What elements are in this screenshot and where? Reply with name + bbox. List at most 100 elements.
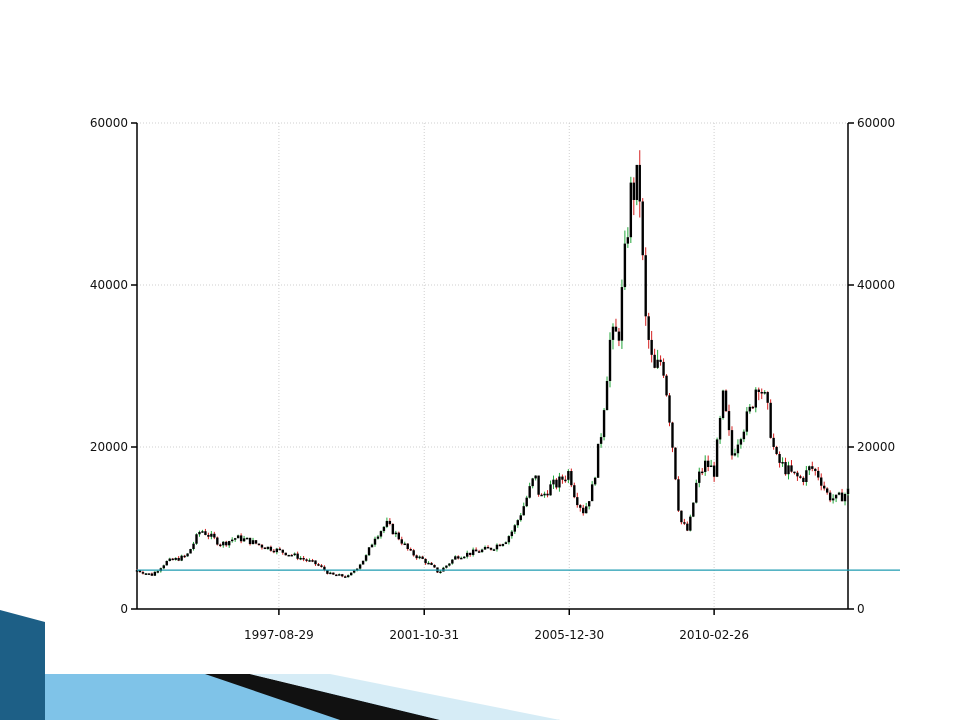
stock-price-chart: 0 20000 40000 60000 0 20000 40000 60000 1997-0… <box>90 116 900 642</box>
candle-body <box>239 535 243 542</box>
candle-body <box>421 556 424 559</box>
candle-body <box>671 422 674 448</box>
candle-body <box>219 544 222 547</box>
x-tick-label: 2010-02-26 <box>679 628 749 642</box>
candle-body <box>599 437 603 444</box>
candle-body <box>570 471 573 486</box>
candle-body <box>680 510 683 523</box>
candle-body <box>192 543 195 550</box>
candle-body <box>608 339 612 382</box>
left-y-tick-label: 0 <box>120 602 128 616</box>
candle-body <box>564 479 567 482</box>
candle-body <box>632 182 636 200</box>
candle-body <box>537 475 540 495</box>
candle-body <box>480 549 484 553</box>
candle-body <box>468 552 472 555</box>
candle-body <box>275 548 279 553</box>
candle-body <box>364 555 368 561</box>
candle-body <box>213 533 216 538</box>
candle-body <box>317 564 320 566</box>
candle-body <box>698 471 701 483</box>
candle-body <box>370 544 374 548</box>
candle-body <box>834 494 838 499</box>
candle-body <box>525 497 528 507</box>
candle-body <box>760 391 763 394</box>
candle-body <box>647 316 650 340</box>
candle-body <box>216 537 219 545</box>
candle-body <box>808 466 811 471</box>
candle-body <box>171 558 174 561</box>
candle-body <box>210 533 213 537</box>
candle-body <box>305 559 308 561</box>
candle-body <box>347 575 350 578</box>
candle-body <box>805 470 808 482</box>
candle-body <box>513 525 517 532</box>
candle-body <box>519 515 522 521</box>
candle-body <box>254 540 258 544</box>
candle-body <box>546 493 549 496</box>
right-y-tick-label: 60000 <box>857 116 895 130</box>
grid-lines <box>137 122 848 609</box>
candle-body <box>659 359 662 362</box>
candle-body <box>162 565 165 569</box>
candle-body <box>828 492 832 501</box>
candle-body <box>677 479 680 511</box>
candle-body <box>248 537 252 545</box>
right-y-tick-label: 0 <box>857 602 865 616</box>
candle-body <box>281 549 284 553</box>
candle-body <box>379 531 383 537</box>
candle-body <box>314 560 317 565</box>
candle-body <box>156 571 160 573</box>
candle-body <box>335 574 338 577</box>
candle-body <box>463 556 466 559</box>
candle-body <box>817 470 820 478</box>
candle-body <box>718 417 722 440</box>
candle-body <box>635 164 638 200</box>
candle-body <box>397 532 400 540</box>
candle-body <box>466 552 469 557</box>
candle-body <box>168 558 171 561</box>
candle-body <box>367 547 371 556</box>
candle-body <box>766 392 769 403</box>
candle-body <box>385 520 389 527</box>
candle-body <box>653 354 656 368</box>
candle-body <box>724 390 728 412</box>
candle-body <box>266 546 270 549</box>
candle-body <box>602 410 606 438</box>
candle-body <box>796 472 799 477</box>
candle-body <box>715 439 719 477</box>
candle-body <box>590 484 594 502</box>
candle-body <box>769 402 772 438</box>
candle-body <box>739 439 743 445</box>
candle-body <box>222 541 225 546</box>
candle-body <box>745 411 749 432</box>
candle-body <box>656 359 659 368</box>
candle-body <box>349 572 353 576</box>
candle-body <box>706 460 710 467</box>
candle-body <box>787 465 790 475</box>
candle-body <box>230 539 234 542</box>
candle-body <box>784 462 787 475</box>
candle-body <box>177 557 180 561</box>
candle-body <box>433 564 436 568</box>
candle-body <box>293 553 296 556</box>
candle-body <box>409 549 412 551</box>
candle-body <box>361 560 365 565</box>
candle-body <box>278 548 281 551</box>
candle-body <box>501 543 505 546</box>
candle-body <box>802 477 805 482</box>
candle-body <box>596 443 600 478</box>
candle-body <box>531 478 534 487</box>
candle-body <box>233 538 237 540</box>
candle-body <box>704 460 707 472</box>
candle-body <box>451 559 454 564</box>
candle-body <box>492 549 496 551</box>
candle-body <box>823 485 826 489</box>
candle-body <box>403 543 406 546</box>
candle-body <box>585 506 588 514</box>
candle-body <box>284 552 287 556</box>
candle-body <box>225 541 228 546</box>
candle-body <box>394 532 398 535</box>
candle-body <box>495 544 499 550</box>
